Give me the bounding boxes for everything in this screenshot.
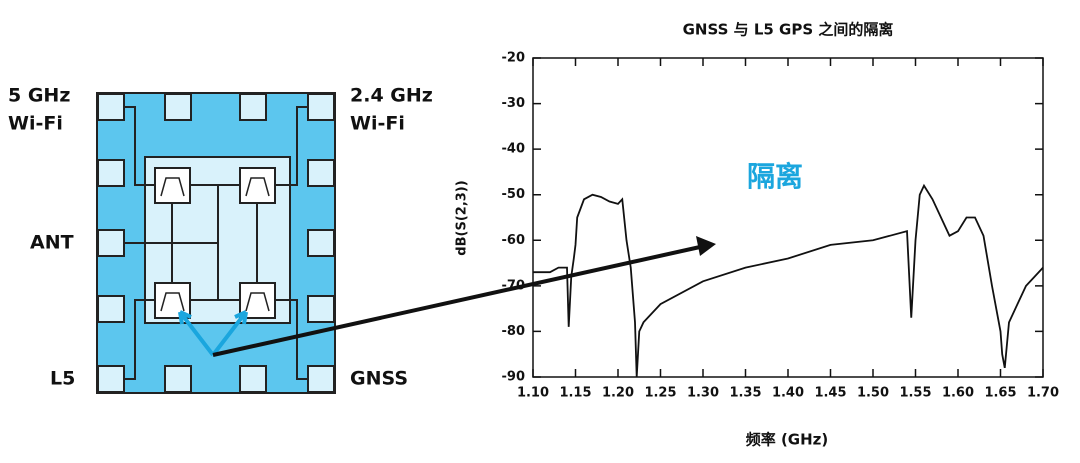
chip-diagram [96,92,716,394]
x-tick-label: 1.20 [602,386,634,401]
x-tick-label: 1.30 [687,386,719,401]
label: L5 [50,368,75,390]
chart-title: GNSS 与 L5 GPS 之间的隔离 [683,21,894,39]
y-tick-label: -50 [502,187,526,202]
x-axis-label: 频率 (GHz) [746,431,829,449]
data-line [533,183,1044,378]
y-tick-label: -30 [502,96,526,111]
y-tick-label: -90 [502,370,526,385]
label: 2.4 GHz [350,85,433,107]
x-tick-label: 1.25 [644,386,676,401]
x-tick-label: 1.15 [559,386,591,401]
label: GNSS [350,368,408,390]
label: Wi-Fi [350,113,405,135]
y-tick-label: -60 [502,233,526,248]
y-tick-label: -70 [502,278,526,293]
label: Wi-Fi [8,113,63,135]
x-tick-label: 1.50 [857,386,889,401]
x-tick-label: 1.55 [899,386,931,401]
y-axis-label: dB(S(2,3)) [455,180,470,255]
x-tick-label: 1.70 [1027,386,1059,401]
annotation: 隔离 [747,160,803,193]
label: ANT [30,232,74,254]
x-tick-label: 1.65 [984,386,1016,401]
y-tick-label: -20 [502,51,526,66]
x-tick-label: 1.60 [942,386,974,401]
x-tick-label: 1.45 [814,386,846,401]
y-tick-label: -80 [502,324,526,339]
label: 5 GHz [8,85,70,107]
x-tick-label: 1.35 [729,386,761,401]
y-tick-label: -40 [502,142,526,157]
x-tick-label: 1.10 [517,386,549,401]
x-tick-label: 1.40 [772,386,804,401]
